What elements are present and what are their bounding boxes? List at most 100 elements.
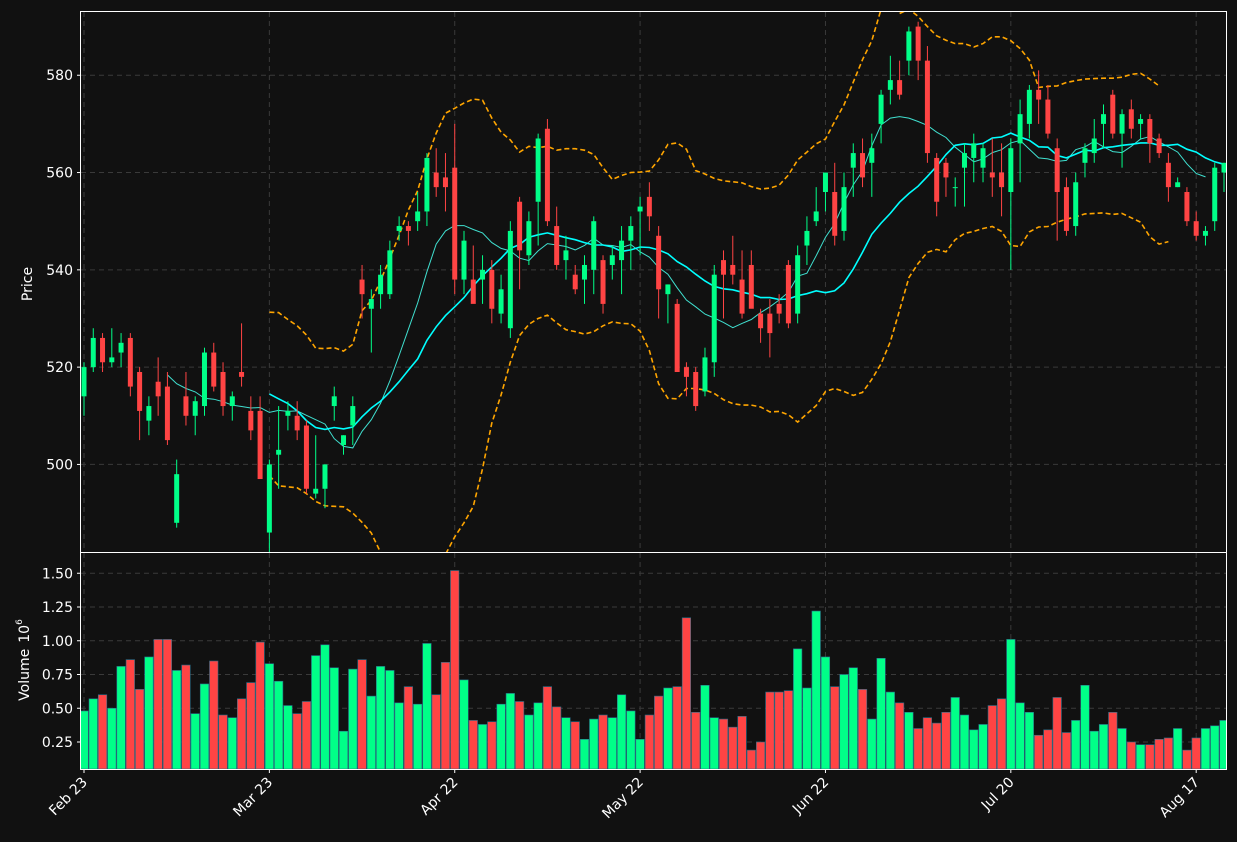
volume-panel: 0.25 0.50 0.75 1.00 1.25 1.50 Volume 106 — [15, 552, 1227, 770]
candle-body-up — [795, 255, 801, 314]
volume-bar-up — [144, 656, 154, 769]
volume-bar-up — [839, 674, 849, 769]
volume-bar-up — [1098, 724, 1109, 769]
candle-body-up — [1221, 162, 1226, 173]
volume-bar-up — [969, 729, 979, 769]
candle-body-up — [201, 352, 207, 407]
volume-axis-exponent-base: 10 — [17, 625, 33, 643]
candle-body-down — [1063, 187, 1069, 231]
volume-bar-down — [1061, 732, 1072, 769]
volume-bar-down — [440, 662, 451, 769]
volume-bar-up — [626, 710, 636, 769]
volume-bar-down — [922, 717, 932, 769]
candle-body-down — [1036, 89, 1042, 100]
candle-body-down — [915, 26, 921, 61]
candle-body-down — [220, 372, 226, 407]
volume-bar-down — [515, 701, 525, 769]
volume-bar-up — [88, 698, 98, 769]
volume-tick-label: 0.25 — [42, 735, 73, 751]
volume-bar-up — [422, 643, 432, 769]
candle-body-up — [1091, 138, 1097, 154]
volume-bar-up — [1080, 684, 1090, 769]
candle-body-down — [1128, 109, 1134, 129]
volume-axis-label: Volume 106 — [15, 619, 33, 701]
candle-body-up — [174, 474, 180, 523]
volume-bar-up — [1136, 744, 1146, 769]
volume-bar-down — [1043, 729, 1053, 769]
candle-body-down — [239, 372, 245, 377]
volume-bar-down — [1145, 744, 1155, 769]
candle-body-down — [1054, 148, 1060, 192]
candle-body-down — [1147, 119, 1153, 144]
candle-body-down — [164, 386, 170, 441]
volume-bar-down — [737, 716, 747, 769]
volume-bar-up — [904, 711, 914, 769]
candle-body-up — [322, 464, 328, 489]
candle-body-up — [526, 221, 532, 256]
candle-body-up — [1138, 119, 1144, 124]
volume-bar-down — [857, 689, 868, 769]
volume-bar-down — [450, 570, 460, 769]
candle-body-down — [183, 396, 189, 416]
price-panel: 500 520 540 560 580 Price — [20, 11, 1227, 553]
volume-bar-down — [236, 698, 247, 769]
candle-body-down — [693, 372, 699, 407]
volume-bar-down — [895, 702, 905, 769]
volume-bar-down — [292, 713, 302, 769]
candle-body-up — [581, 264, 587, 280]
candle-body-up — [535, 138, 541, 202]
candle-body-down — [1184, 192, 1190, 222]
volume-bar-up — [190, 713, 200, 769]
volume-panel-frame — [80, 552, 1227, 770]
volume-bar-down — [1108, 711, 1118, 769]
volume-bar-down — [1034, 734, 1044, 769]
volume-bar-up — [635, 738, 645, 769]
candle-body-up — [146, 406, 152, 421]
volume-bar-down — [774, 691, 784, 769]
volume-bar-down — [246, 682, 256, 769]
volume-bar-down — [598, 714, 608, 769]
candle-body-down — [1156, 138, 1162, 154]
candle-body-up — [350, 406, 356, 426]
volume-bar-down — [552, 706, 562, 769]
candle-body-up — [192, 401, 198, 416]
candle-body-down — [924, 60, 930, 154]
candle-body-up — [665, 284, 671, 295]
candle-body-up — [804, 230, 810, 246]
candle-body-up — [878, 94, 884, 124]
volume-bar-down — [728, 726, 738, 769]
candle-body-up — [1073, 182, 1079, 227]
volume-bar-down — [746, 749, 756, 769]
candle-body-down — [470, 279, 476, 304]
volume-bar-up — [1219, 720, 1226, 769]
volume-bar-down — [357, 659, 367, 769]
candle-body-up — [81, 367, 87, 397]
volume-bar-down — [932, 722, 942, 769]
candle-body-down — [137, 372, 143, 411]
volume-bar-up — [172, 670, 182, 769]
volume-bar-down — [135, 689, 145, 769]
volume-bar-up — [1200, 728, 1211, 769]
candle-body-up — [266, 464, 272, 533]
volume-bar-down — [996, 698, 1007, 769]
ma-short-line — [167, 116, 1206, 449]
candle-body-up — [387, 250, 393, 295]
volume-bar-up — [274, 680, 284, 769]
candle-body-up — [1008, 148, 1014, 192]
volume-bar-up — [81, 710, 89, 769]
candle-body-up — [331, 396, 337, 407]
volume-bar-up — [1024, 711, 1034, 769]
bollinger-upper-line — [269, 12, 1160, 352]
candle-body-up — [702, 357, 708, 392]
volume-bar-up — [524, 714, 534, 769]
candle-body-down — [776, 303, 782, 314]
volume-bar-down — [1191, 737, 1201, 769]
volume-bar-down — [830, 686, 840, 769]
candle-body-down — [600, 260, 606, 304]
candle-body-down — [721, 260, 727, 275]
candle-body-up — [507, 230, 513, 329]
volume-bar-down — [162, 639, 172, 769]
candle-body-up — [480, 269, 486, 280]
candle-body-up — [711, 274, 717, 363]
volume-axis-exponent-power: 6 — [15, 619, 25, 625]
